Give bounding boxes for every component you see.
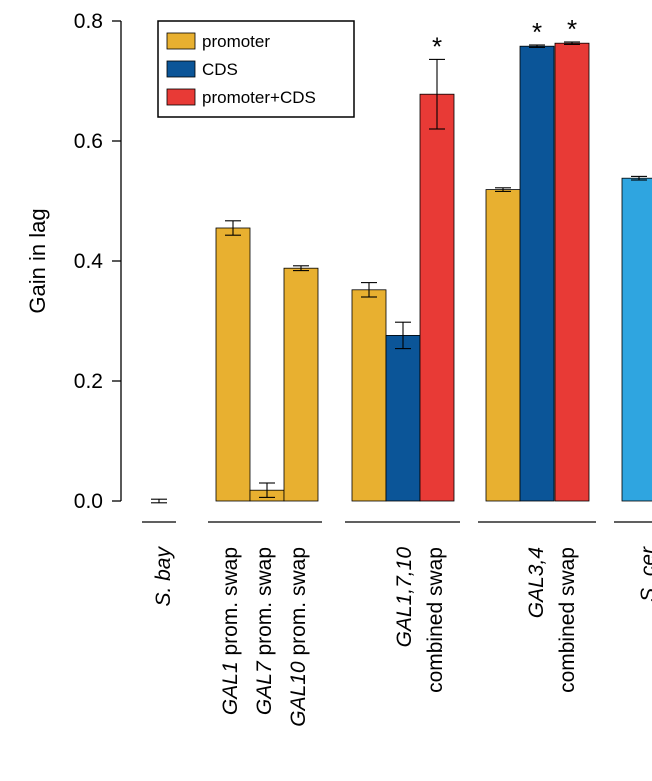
x-category-label: GAL1,7,10 [393,547,416,648]
error-bar [225,220,241,236]
x-category-label: GAL3,4 [525,547,548,618]
x-category-label: combined swap [424,547,447,693]
bar [485,189,521,502]
x-category-label: GAL7 prom. swap [253,547,276,715]
error-bar [151,498,167,504]
error-bar [293,265,309,272]
y-tick-label: 0.2 [74,370,103,393]
significance-star: * [432,31,442,61]
y-tick-label: 0.6 [74,130,103,153]
x-category-label: GAL1 prom. swap [219,547,242,715]
error-bar [631,175,647,181]
bar [385,334,421,502]
bar [351,289,387,502]
legend-label: promoter+CDS [202,88,316,107]
y-axis: 0.0 0.2 0.4 0.6 0.8 [74,10,122,513]
error-bar [529,44,545,48]
y-tick-label: 0.8 [74,10,103,33]
legend-swatch [166,88,196,106]
bars: * * * [151,14,652,504]
legend-swatch [166,32,196,50]
bar [215,227,251,502]
x-category-label: combined swap [556,547,579,693]
x-category-label: S. bay [152,546,175,607]
error-bar [429,58,445,130]
bar [519,45,555,502]
bar [419,93,455,502]
error-bar [361,282,377,298]
bar [621,177,652,502]
error-bar [395,321,411,350]
error-bar [495,187,511,192]
legend-swatch [166,60,196,78]
bar [554,42,590,502]
legend-label: CDS [202,60,238,79]
bar [283,267,319,502]
x-category-label: S. cer [637,546,652,602]
error-bar [564,41,580,45]
significance-star: * [532,17,542,47]
x-axis-labels: S. bay GAL1 prom. swap GAL7 prom. swap GAL1… [152,546,652,727]
x-category-label: GAL10 prom. swap [287,547,310,727]
legend: promoter CDS promoter+CDS [157,20,355,118]
y-axis-label: Gain in lag [25,208,50,313]
error-bar [259,482,275,498]
y-tick-label: 0.0 [74,490,103,513]
y-tick-label: 0.4 [74,250,104,273]
legend-label: promoter [202,32,270,51]
significance-star: * [567,14,577,44]
